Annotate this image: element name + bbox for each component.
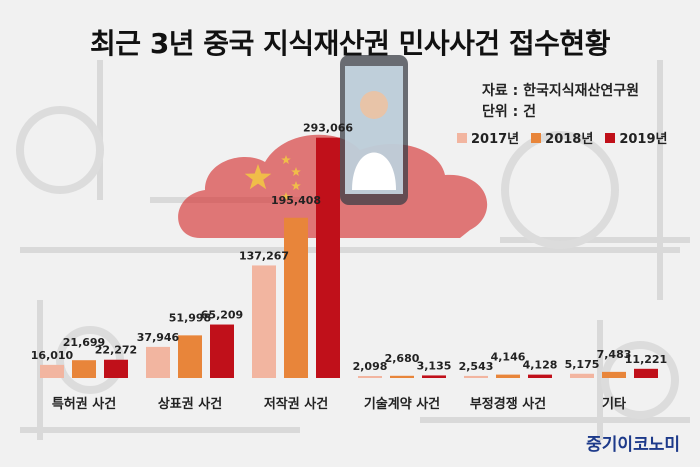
person-head-illustration (360, 91, 388, 119)
data-label: 16,010 (31, 349, 74, 362)
bar-5-2019년 (528, 374, 552, 378)
bar-2-2018년 (178, 335, 202, 378)
circuit-ring (16, 106, 104, 194)
data-label: 137,267 (239, 249, 289, 262)
legend-label-2019: 2019년 (619, 132, 668, 147)
category-label: 기술계약 사건 (364, 396, 440, 412)
unit-text: 단위 : 건 (482, 104, 536, 120)
legend-item-2019: 2019년 (605, 128, 667, 147)
person-body-illustration (352, 152, 396, 190)
flag-star-icon (281, 192, 291, 201)
bars-group (40, 137, 658, 378)
bar-4-2018년 (390, 375, 414, 378)
bar-5-2018년 (496, 374, 520, 378)
data-label: 4,146 (491, 351, 526, 364)
bar-5-2017년 (464, 375, 488, 378)
brand-logo-text: 중기이코노미 (586, 435, 680, 455)
data-label: 11,221 (625, 353, 667, 366)
circuit-ring (601, 341, 679, 419)
data-label: 293,066 (303, 122, 353, 135)
data-label: 7,483 (597, 348, 632, 361)
category-label: 상표권 사건 (158, 396, 222, 412)
legend: 2017년 2018년 2019년 (457, 128, 667, 147)
legend-label-2017: 2017년 (471, 132, 520, 147)
bar-4-2019년 (422, 375, 446, 378)
legend-item-2017: 2017년 (457, 128, 519, 147)
bar-1-2019년 (104, 359, 128, 378)
legend-swatch-2017 (457, 132, 467, 143)
bar-3-2018년 (284, 217, 308, 378)
chart-title: 최근 3년 중국 지식재산권 민사사건 접수현황 (90, 27, 610, 60)
category-label: 기타 (602, 396, 626, 412)
legend-item-2018: 2018년 (531, 128, 593, 147)
data-label: 4,128 (523, 359, 558, 372)
source-text: 자료 : 한국지식재산연구원 (482, 83, 640, 99)
data-label: 2,543 (459, 360, 494, 373)
legend-label-2018: 2018년 (545, 132, 594, 147)
bar-1-2018년 (72, 360, 96, 378)
background-illustration (16, 55, 690, 440)
legend-swatch-2018 (531, 132, 542, 143)
bar-1-2017년 (40, 364, 64, 378)
category-label: 부정경쟁 사건 (470, 396, 546, 412)
flag-star-icon (244, 164, 272, 190)
bar-3-2017년 (252, 265, 276, 378)
bar-6-2019년 (634, 368, 658, 378)
flag-star-icon (281, 155, 291, 164)
data-label: 3,135 (417, 359, 452, 372)
data-label: 5,175 (565, 358, 600, 371)
bar-2-2019년 (210, 324, 234, 378)
bar-2-2017년 (146, 346, 170, 378)
data-label: 22,272 (95, 344, 137, 357)
circuit-ring (501, 131, 619, 249)
data-label: 37,946 (137, 331, 180, 344)
data-label: 2,098 (353, 360, 388, 373)
legend-swatch-2019 (605, 132, 616, 143)
category-label: 특허권 사건 (52, 396, 116, 412)
bar-3-2019년 (316, 137, 340, 378)
flag-star-icon (291, 181, 301, 190)
data-label: 51,998 (169, 311, 211, 324)
bar-6-2017년 (570, 373, 594, 378)
data-label: 65,209 (201, 309, 243, 322)
bar-6-2018년 (602, 371, 626, 378)
flag-star-icon (291, 167, 301, 176)
data-label: 2,680 (385, 352, 420, 365)
category-label: 저작권 사건 (264, 396, 328, 412)
data-label: 195,408 (271, 194, 321, 207)
bar-4-2017년 (358, 376, 382, 378)
data-label: 21,699 (63, 336, 105, 349)
